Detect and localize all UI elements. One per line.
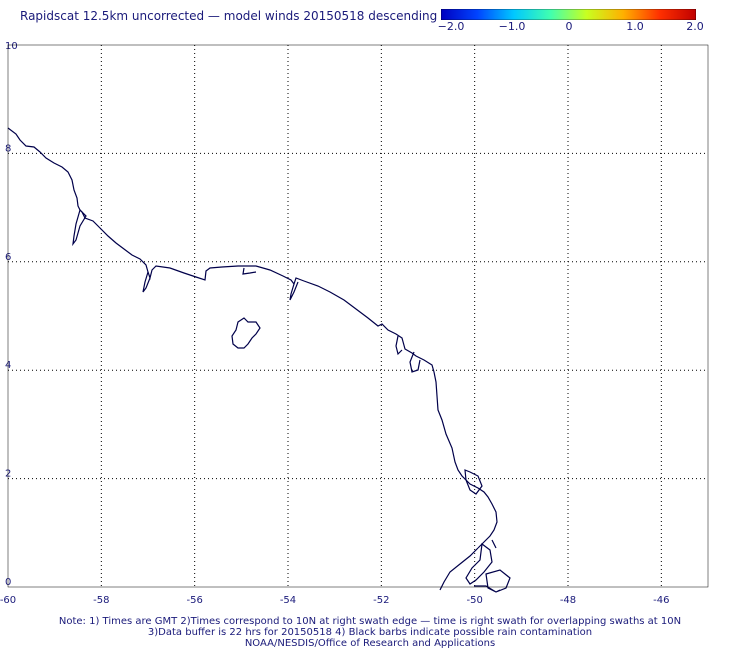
coastline-inlet-3: [289, 281, 299, 301]
coastline-mainland: [7, 127, 498, 549]
coastline-island-7: [464, 469, 483, 495]
coastline: [7, 127, 511, 593]
colorbar-label-plus1: 1.0: [626, 20, 644, 33]
coastline-estuary-6: [409, 351, 421, 373]
lat-tick-label: 10: [5, 41, 18, 52]
lon-tick-label: -58: [93, 595, 109, 606]
note-line-1: Note: 1) Times are GMT 2)Times correspon…: [58, 616, 682, 627]
lake-island: [231, 317, 261, 349]
coastline-estuary-5: [395, 335, 403, 356]
lon-tick-label: -46: [653, 595, 669, 606]
colorbar-label-minus1: −1.0: [498, 20, 526, 33]
coastline-delta: [439, 539, 511, 593]
colorbar-label-zero: 0: [565, 20, 573, 33]
map-title: Rapidscat 12.5km uncorrected — model win…: [20, 9, 438, 23]
coastline-inlet-4: [242, 267, 257, 275]
coastline-inlet-2: [142, 271, 151, 293]
lon-tick-label: -56: [186, 595, 202, 606]
note-line-2: 3)Data buffer is 22 hrs for 20150518 4) …: [147, 627, 593, 638]
lon-tick-label: -50: [466, 595, 482, 606]
lon-tick-label: -52: [373, 595, 389, 606]
colorbar-label-plus2: 2.0: [686, 20, 704, 33]
lon-tick-label: -48: [560, 595, 576, 606]
lon-tick-label: -54: [280, 595, 296, 606]
colorbar-label-minus2: −2.0: [437, 20, 465, 33]
map-frame: [7, 44, 709, 588]
lat-lon-grid: [8, 45, 708, 587]
footnotes: Note: 1) Times are GMT 2)Times correspon…: [0, 616, 740, 649]
note-line-3: NOAA/NESDIS/Office of Research and Appli…: [244, 638, 496, 649]
coastline-inlet-1: [72, 208, 87, 247]
wind-color-scale: [441, 9, 696, 20]
lon-tick-label: -60: [0, 595, 16, 606]
